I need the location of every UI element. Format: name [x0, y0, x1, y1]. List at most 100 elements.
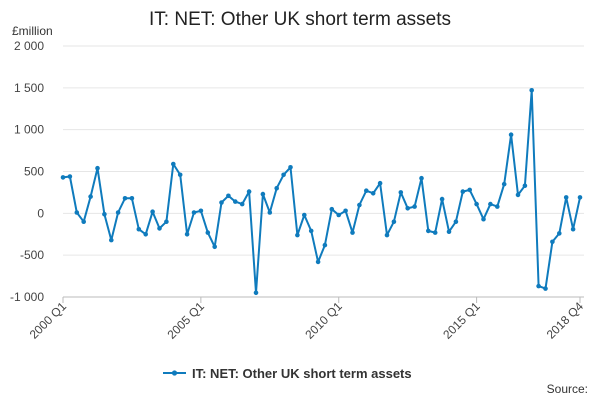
data-point[interactable]	[115, 210, 121, 215]
series-area	[60, 88, 583, 296]
data-point[interactable]	[274, 185, 280, 191]
data-point[interactable]	[219, 200, 224, 205]
data-point[interactable]	[439, 196, 445, 202]
data-point[interactable]	[419, 175, 424, 181]
data-point[interactable]	[212, 244, 217, 250]
data-point[interactable]	[143, 232, 148, 237]
x-tick-label: 2018 Q4	[544, 299, 587, 342]
y-tick-label: -1 000	[10, 290, 44, 304]
data-point[interactable]	[474, 201, 479, 207]
data-point[interactable]	[315, 259, 321, 265]
data-point[interactable]	[157, 226, 162, 231]
data-point[interactable]	[67, 174, 73, 179]
data-point[interactable]	[384, 232, 390, 238]
data-point[interactable]	[322, 242, 328, 248]
data-point[interactable]	[329, 206, 335, 212]
y-tick-label: 500	[24, 165, 44, 179]
legend-point-marker	[171, 370, 178, 376]
data-point[interactable]	[357, 202, 362, 208]
data-point[interactable]	[302, 212, 307, 218]
legend[interactable]: IT: NET: Other UK short term assets	[163, 366, 412, 381]
data-point[interactable]	[253, 290, 259, 296]
data-point[interactable]	[205, 230, 211, 235]
gridlines	[63, 45, 584, 298]
data-point[interactable]	[191, 210, 197, 215]
data-point[interactable]	[198, 208, 204, 214]
data-point[interactable]	[453, 219, 459, 224]
data-point[interactable]	[570, 226, 576, 232]
data-point[interactable]	[184, 232, 190, 237]
series-line	[62, 89, 581, 294]
data-point[interactable]	[122, 196, 128, 201]
data-point[interactable]	[281, 172, 286, 178]
data-point[interactable]	[239, 201, 245, 207]
data-point[interactable]	[557, 231, 562, 236]
data-point[interactable]	[288, 165, 293, 170]
data-point[interactable]	[129, 196, 135, 201]
data-point[interactable]	[102, 211, 107, 217]
data-point[interactable]	[550, 239, 555, 245]
data-point[interactable]	[150, 209, 155, 214]
data-point[interactable]	[164, 219, 169, 224]
data-point[interactable]	[81, 219, 86, 224]
data-point[interactable]	[522, 183, 528, 188]
data-point[interactable]	[60, 175, 66, 180]
data-point[interactable]	[501, 181, 507, 187]
data-point[interactable]	[343, 208, 348, 214]
data-point[interactable]	[467, 187, 473, 193]
data-point[interactable]	[364, 188, 369, 193]
data-point[interactable]	[446, 229, 452, 234]
data-point[interactable]	[88, 194, 93, 199]
data-point[interactable]	[95, 165, 100, 171]
data-point[interactable]	[267, 210, 273, 215]
data-point[interactable]	[426, 228, 431, 234]
x-tick-label: 2000 Q1	[27, 299, 70, 342]
data-point[interactable]	[377, 180, 383, 186]
y-axis-ticks: -1 000 -500 0 500 1 000 1 500 2 000	[10, 39, 44, 304]
data-point[interactable]	[233, 199, 238, 204]
data-point[interactable]	[577, 195, 583, 200]
data-point[interactable]	[109, 237, 114, 243]
data-point[interactable]	[563, 195, 569, 200]
data-point[interactable]	[350, 230, 355, 235]
data-point[interactable]	[74, 210, 80, 215]
data-point[interactable]	[536, 283, 541, 289]
data-point[interactable]	[226, 193, 231, 199]
y-tick-label: 0	[37, 206, 44, 220]
data-point[interactable]	[295, 232, 300, 238]
data-point[interactable]	[495, 204, 500, 209]
data-point[interactable]	[391, 219, 397, 224]
data-point[interactable]	[370, 191, 376, 196]
data-point[interactable]	[460, 189, 466, 194]
data-point[interactable]	[308, 228, 314, 234]
y-tick-label: 1 500	[14, 81, 44, 95]
data-point[interactable]	[529, 88, 534, 93]
x-tick-label: 2005 Q1	[165, 299, 208, 342]
x-axis: 2000 Q1 2005 Q1 2010 Q1 2015 Q1 2018 Q4	[27, 296, 587, 342]
data-point[interactable]	[405, 206, 411, 211]
x-tick-label: 2015 Q1	[440, 299, 483, 342]
data-point[interactable]	[515, 192, 521, 198]
data-point[interactable]	[488, 201, 493, 207]
data-point[interactable]	[412, 204, 417, 209]
data-point[interactable]	[260, 191, 266, 197]
data-point[interactable]	[543, 286, 548, 291]
data-point[interactable]	[336, 212, 342, 218]
source-label: Source:	[547, 382, 588, 396]
y-tick-label: 1 000	[14, 123, 44, 137]
chart-title: IT: NET: Other UK short term assets	[149, 9, 451, 30]
data-point[interactable]	[177, 172, 183, 178]
data-point[interactable]	[171, 161, 176, 167]
data-point[interactable]	[246, 189, 252, 194]
y-axis-unit-label: £million	[12, 24, 53, 38]
data-point[interactable]	[432, 230, 438, 235]
data-point[interactable]	[481, 216, 486, 222]
y-tick-label: 2 000	[14, 39, 44, 53]
data-point[interactable]	[136, 226, 142, 232]
data-point[interactable]	[398, 190, 404, 195]
y-tick-label: -500	[20, 248, 44, 262]
data-point[interactable]	[508, 132, 514, 137]
legend-label: IT: NET: Other UK short term assets	[192, 366, 412, 381]
